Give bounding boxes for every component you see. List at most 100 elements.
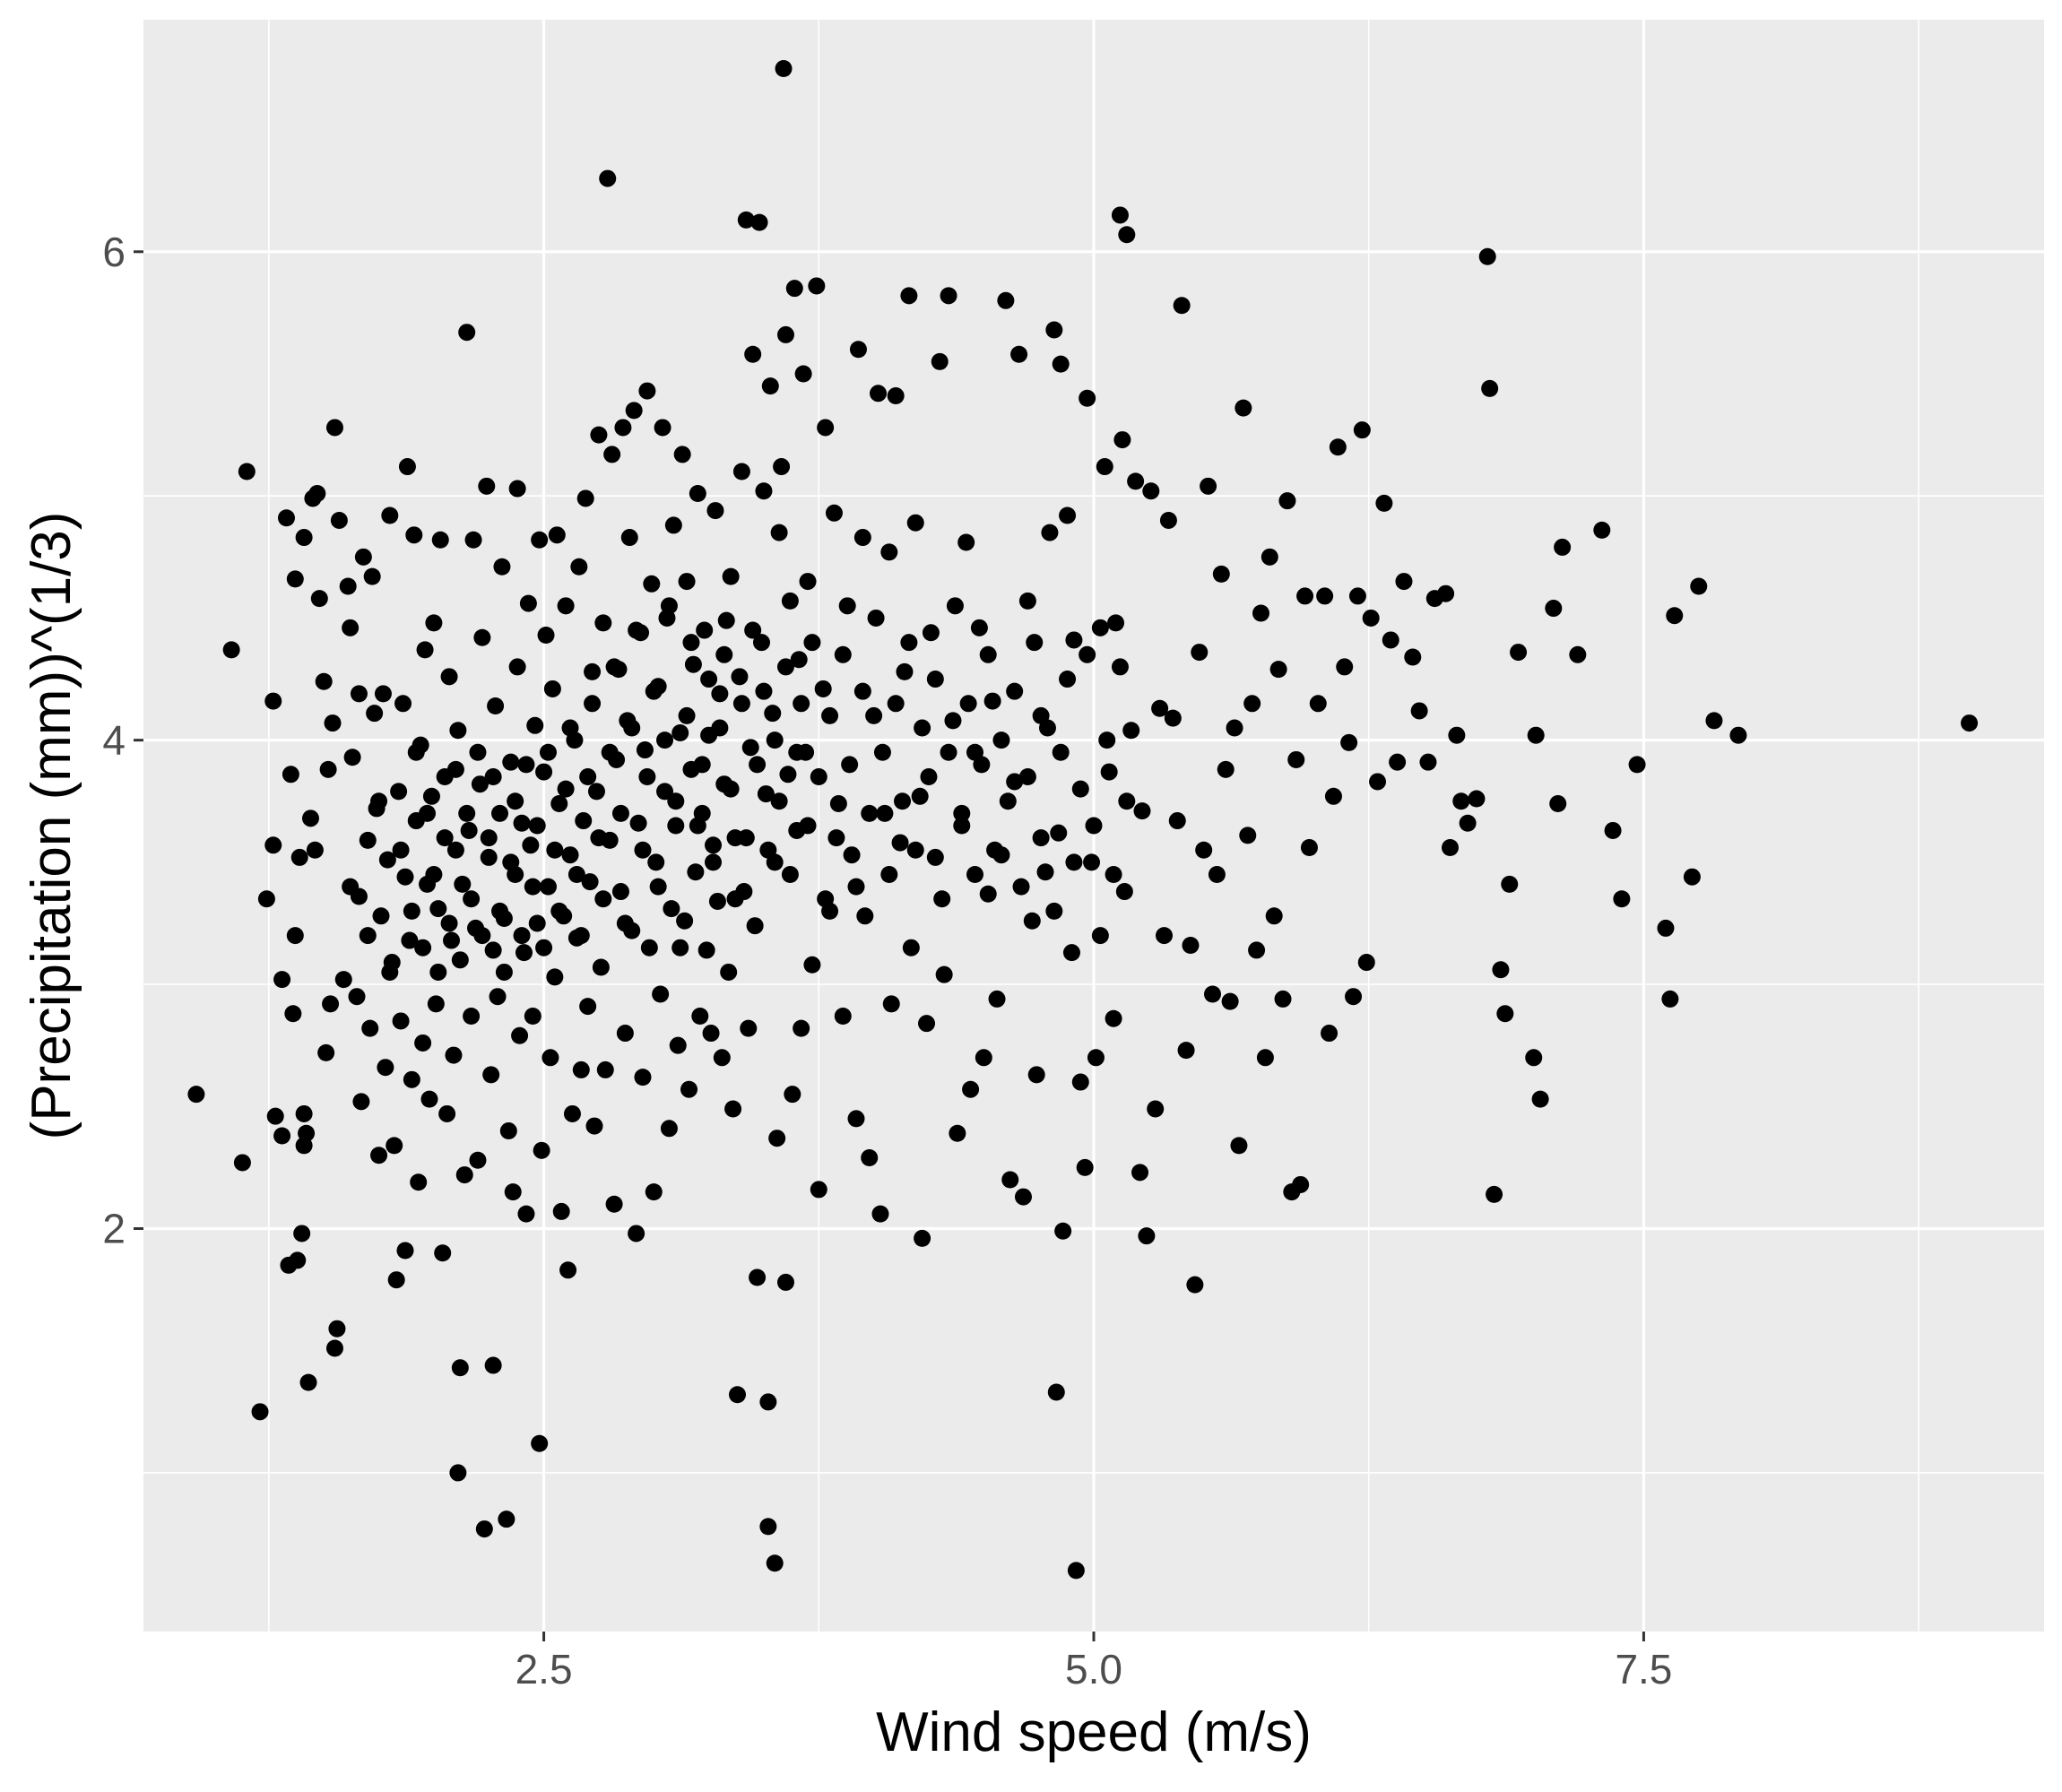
data-point [282,766,299,783]
data-point [363,567,381,585]
data-point [678,706,696,724]
data-point [431,531,449,549]
major-gridlines [143,20,2044,1632]
data-point [484,768,502,786]
data-point [1452,792,1470,810]
data-point [992,732,1010,749]
data-point [1047,1383,1065,1401]
data-point [616,1025,634,1043]
data-point [1296,587,1314,605]
x-axis-ticks: 2.5 5.0 7.5 [516,1632,1672,1692]
data-point [799,573,817,591]
data-point [1683,868,1701,886]
data-point [711,719,729,737]
data-point [865,706,883,724]
data-point [1604,821,1622,839]
data-point [1221,992,1239,1010]
data-point [671,939,689,957]
data-point [744,621,762,639]
data-point [776,325,794,343]
data-point [914,1229,931,1247]
data-point [731,668,749,686]
data-point [451,1359,469,1377]
data-point [1510,644,1528,662]
data-point [838,597,856,615]
data-point [458,324,476,342]
data-point [717,611,735,629]
data-point [755,682,773,700]
data-point [1593,521,1611,539]
data-point [403,902,420,920]
data-point [348,988,366,1006]
data-point [821,706,839,724]
data-point [803,956,821,974]
data-point [491,804,508,822]
data-point [933,890,951,908]
data-point [906,514,924,532]
data-point [306,841,324,859]
data-point [354,548,372,566]
data-point [370,1147,388,1164]
data-point [266,1107,284,1125]
data-point [567,865,585,883]
data-point [561,846,579,864]
data-point [1265,907,1283,925]
data-point [1186,1276,1204,1294]
data-point [469,1151,487,1169]
data-point [342,619,360,636]
data-point [1404,648,1422,666]
data-point [755,482,773,500]
data-point [559,1261,577,1279]
data-point [264,836,282,854]
data-point [638,768,656,786]
data-point [407,743,425,761]
data-point [1045,902,1063,920]
data-point [645,682,663,700]
data-point [396,868,414,886]
data-point [741,739,759,757]
data-point [517,1205,535,1223]
data-point [251,1403,269,1421]
data-point [325,419,343,437]
data-point [1127,472,1145,490]
data-point [460,821,478,839]
data-point [676,912,694,930]
data-point [513,927,531,945]
data-point [238,463,256,480]
y-tick-label: 6 [102,229,126,275]
data-point [451,951,469,969]
data-point [1448,726,1466,744]
data-point [1545,600,1563,618]
data-point [1052,743,1070,761]
data-point [1087,1049,1105,1067]
data-point [768,1130,786,1147]
data-point [649,878,667,896]
data-point [449,722,467,740]
data-point [1531,1090,1549,1108]
data-point [550,794,568,812]
data-point [706,502,724,520]
data-point [482,1066,500,1084]
data-point [1345,988,1363,1006]
data-point [785,280,803,298]
data-point [870,385,888,403]
data-point [484,1356,502,1374]
data-point [546,968,564,986]
data-point [359,831,377,849]
data-point [273,1127,291,1145]
data-point [625,402,643,420]
data-point [663,900,680,918]
data-point [1666,607,1684,625]
data-point [1329,438,1347,456]
data-point [749,1268,767,1286]
data-point [656,783,674,801]
data-point [392,841,410,859]
data-point [720,963,738,981]
data-point [1729,726,1747,744]
data-point [422,787,440,805]
data-point [374,685,392,703]
data-point [744,345,762,363]
data-point [689,485,706,503]
data-point [1096,458,1113,476]
data-point [550,902,568,920]
